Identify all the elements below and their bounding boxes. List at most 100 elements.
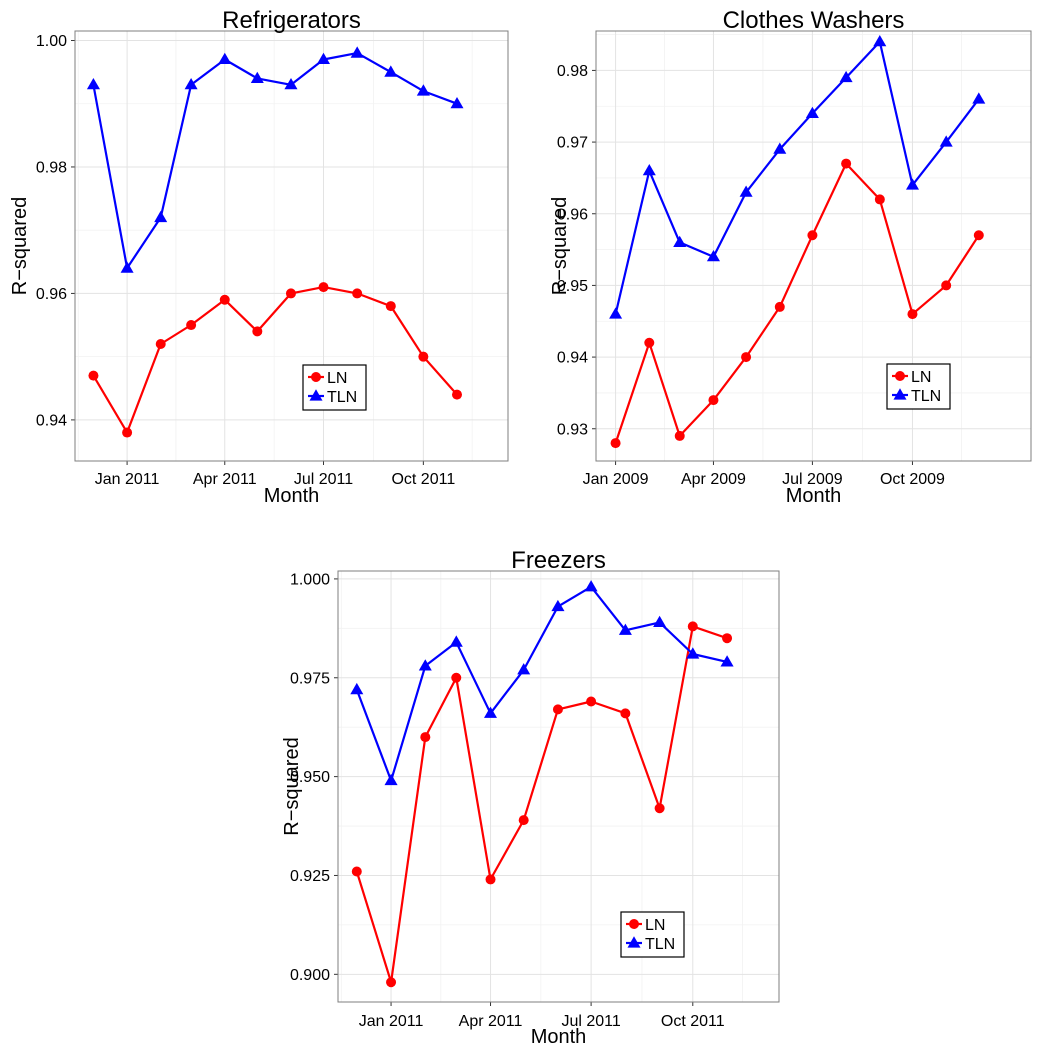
data-point-tln — [86, 78, 100, 90]
chart-panel-clothes-washers: 0.93 0.94 0.95 0.96 0.97 0.98 Jan 2009 Apr 2009… — [549, 7, 1032, 507]
legend: LN TLN — [302, 364, 367, 411]
x-tick-label: Apr 2011 — [193, 471, 257, 488]
legend-label-ln: LN — [327, 370, 347, 387]
x-tick-label: Apr 2011 — [459, 1013, 523, 1030]
legend-label-ln: LN — [911, 369, 931, 386]
plot-frame — [337, 570, 780, 1003]
data-point-ln — [518, 815, 529, 826]
data-point-tln — [154, 210, 168, 223]
x-tick-label: Jan 2011 — [95, 471, 160, 488]
data-point-ln — [285, 288, 296, 299]
series-line-tln — [355, 585, 728, 782]
data-point-ln — [941, 280, 952, 291]
legend-key-marker — [629, 919, 639, 929]
chart-title: Freezers — [511, 547, 606, 574]
data-point-tln — [972, 92, 986, 104]
data-point-ln — [451, 389, 462, 400]
data-point-ln — [318, 282, 329, 293]
data-point-ln — [219, 294, 230, 305]
series-line-tln — [614, 40, 980, 315]
legend-label-ln: LN — [645, 917, 665, 934]
series-tln — [350, 580, 734, 786]
data-point-tln — [551, 599, 565, 612]
data-point-tln — [706, 250, 720, 262]
y-tick-label: 0.94 — [557, 350, 588, 367]
series-ln — [610, 158, 984, 449]
data-point-tln — [805, 106, 819, 118]
y-tick-label: 0.93 — [557, 421, 588, 438]
data-point-ln — [252, 326, 263, 337]
legend-key-marker — [627, 936, 641, 948]
data-point-ln — [841, 158, 852, 169]
x-axis-label: Month — [786, 485, 842, 507]
data-point-tln — [653, 615, 667, 627]
data-point-ln — [351, 866, 362, 877]
series-ln — [351, 621, 733, 988]
legend-box — [302, 364, 367, 411]
data-point-tln — [120, 261, 134, 273]
data-point-tln — [484, 706, 497, 718]
data-point-ln — [774, 301, 785, 312]
x-tick-label: Jan 2011 — [359, 1013, 424, 1030]
legend-key-marker — [309, 389, 323, 401]
y-tick-label: 0.98 — [36, 159, 67, 176]
series-line-ln — [92, 286, 458, 434]
data-point-ln — [418, 351, 429, 362]
y-axis-label: R−squared — [549, 197, 571, 295]
data-point-tln — [184, 78, 198, 90]
data-point-tln — [449, 635, 463, 647]
data-point-ln — [874, 194, 885, 205]
y-tick-label: 0.98 — [557, 63, 588, 80]
legend-label-tln: TLN — [645, 936, 675, 953]
legend: LN TLN — [620, 911, 685, 958]
y-tick-label: 0.97 — [557, 135, 588, 152]
data-point-ln — [741, 352, 752, 363]
y-tick-label: 1.000 — [290, 571, 330, 588]
data-point-tln — [250, 71, 264, 83]
legend-label-tln: TLN — [327, 389, 357, 406]
data-point-tln — [317, 52, 330, 64]
legend-key-marker — [893, 388, 907, 400]
data-point-tln — [450, 97, 464, 109]
legend-key-marker — [311, 372, 321, 382]
x-tick-label: Apr 2009 — [681, 471, 746, 488]
y-axis-label: R−squared — [9, 197, 31, 295]
data-point-ln — [155, 339, 166, 350]
data-point-ln — [88, 370, 99, 381]
x-tick-label: Oct 2011 — [661, 1013, 725, 1030]
plot-frame — [595, 30, 1032, 462]
data-point-ln — [907, 309, 918, 320]
data-point-tln — [873, 35, 887, 47]
chart-panel-refrigerators: 0.94 0.96 0.98 1.00 Jan 2011 Apr 2011 Jul 2011… — [9, 7, 509, 507]
legend-box — [886, 363, 951, 410]
plot-area — [596, 31, 1031, 461]
legend-key-tln — [626, 936, 642, 948]
data-point-tln — [609, 307, 623, 319]
data-point-ln — [485, 874, 496, 885]
x-axis-label: Month — [264, 485, 320, 507]
chart-title: Clothes Washers — [723, 7, 905, 34]
y-tick-label: 0.94 — [36, 412, 67, 429]
x-tick-label: Jan 2009 — [583, 471, 649, 488]
legend-box — [620, 911, 685, 958]
data-point-ln — [973, 230, 984, 241]
data-point-ln — [708, 395, 719, 406]
series-tln — [609, 35, 986, 319]
y-tick-label: 0.95 — [557, 278, 588, 295]
data-point-tln — [416, 84, 430, 96]
data-point-tln — [673, 235, 687, 247]
data-point-tln — [739, 185, 753, 197]
data-point-tln — [618, 623, 632, 635]
legend-key-tln — [892, 388, 908, 400]
x-tick-label: Jul 2011 — [294, 471, 353, 488]
legend-key-ln — [626, 919, 642, 929]
chart-title: Refrigerators — [222, 7, 361, 34]
legend-key-marker — [895, 371, 905, 381]
data-point-tln — [906, 178, 919, 190]
plot-area — [338, 571, 779, 1002]
data-point-ln — [807, 230, 818, 241]
data-point-tln — [720, 655, 734, 667]
data-point-ln — [420, 732, 431, 743]
legend-key-tln — [308, 389, 324, 401]
